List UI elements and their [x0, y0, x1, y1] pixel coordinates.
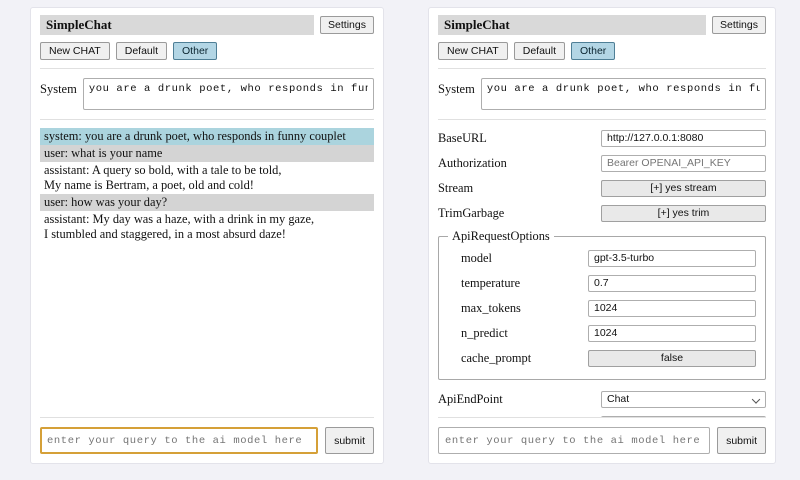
tab-default[interactable]: Default: [513, 42, 566, 60]
tab-new-chat[interactable]: New CHAT: [438, 42, 508, 60]
n-predict-input[interactable]: [588, 324, 756, 342]
chat-message-line: I stumbled and staggered, in a most absu…: [44, 227, 286, 241]
api-request-options-legend: ApiRequestOptions: [452, 229, 550, 243]
tab-bar-right: New CHAT Default Other: [438, 42, 766, 69]
chat-log: system: you are a drunk poet, who respon…: [40, 128, 374, 417]
chevron-down-icon: [753, 396, 760, 403]
stream-toggle-button[interactable]: [+] yes stream: [601, 179, 766, 197]
settings-list: BaseURL Authorization Stream [+] yes str…: [438, 128, 766, 417]
setting-label: Stream: [438, 180, 474, 195]
authorization-input[interactable]: [601, 154, 766, 172]
setting-row-stream: Stream [+] yes stream: [438, 178, 766, 198]
baseurl-input[interactable]: [601, 129, 766, 147]
settings-button[interactable]: Settings: [320, 16, 374, 34]
setting-row-n-predict: n_predict: [448, 323, 756, 343]
apiendpoint-select[interactable]: Chat: [601, 390, 766, 408]
system-prompt-row-left: System: [40, 78, 374, 120]
system-prompt-input[interactable]: [82, 78, 374, 110]
system-label: System: [40, 82, 77, 96]
setting-row-chathistoryinctxt: ChatHistoryInCtxt Last1: [438, 414, 766, 417]
setting-label: Authorization: [438, 155, 507, 170]
tab-other[interactable]: Other: [173, 42, 218, 60]
setting-row-baseurl: BaseURL: [438, 128, 766, 148]
chat-message-line: assistant: My day was a haze, with a dri…: [44, 212, 315, 226]
chat-message-line: assistant: A query so bold, with a tale …: [44, 163, 282, 177]
setting-row-apiendpoint: ApiEndPoint Chat: [438, 389, 766, 409]
setting-label: model: [461, 250, 492, 265]
chat-message-user: user: what is your name: [40, 145, 374, 162]
query-bar-left: submit: [40, 417, 374, 463]
setting-row-authorization: Authorization: [438, 153, 766, 173]
temperature-input[interactable]: [588, 274, 756, 292]
tab-bar-left: New CHAT Default Other: [40, 42, 374, 69]
setting-row-temperature: temperature: [448, 273, 756, 293]
setting-label: ApiEndPoint: [438, 391, 503, 406]
chat-message-line: system: you are a drunk poet, who respon…: [44, 129, 346, 143]
setting-label: TrimGarbage: [438, 205, 505, 220]
tab-new-chat[interactable]: New CHAT: [40, 42, 110, 60]
chat-panel: SimpleChat Settings New CHAT Default Oth…: [30, 7, 384, 464]
api-request-options-group: ApiRequestOptions model temperature max_…: [438, 229, 766, 380]
tab-default[interactable]: Default: [115, 42, 168, 60]
chat-message-line: My name is Bertram, a poet, old and cold…: [44, 178, 254, 192]
submit-button[interactable]: submit: [325, 427, 374, 454]
query-bar-right: submit: [438, 417, 766, 463]
max-tokens-input[interactable]: [588, 299, 756, 317]
query-input[interactable]: [40, 427, 319, 454]
apiendpoint-selected-value: Chat: [607, 392, 630, 405]
system-label: System: [438, 82, 475, 96]
app-title: SimpleChat: [40, 15, 315, 35]
chathistoryinctxt-select[interactable]: Last1: [601, 415, 766, 417]
setting-label: max_tokens: [461, 300, 521, 315]
app-title: SimpleChat: [438, 15, 707, 35]
trimgarbage-toggle-button[interactable]: [+] yes trim: [601, 204, 766, 222]
setting-label: BaseURL: [438, 130, 487, 145]
cache-prompt-toggle-button[interactable]: false: [588, 349, 756, 367]
setting-label: ChatHistoryInCtxt: [438, 417, 601, 418]
settings-button[interactable]: Settings: [712, 16, 766, 34]
setting-label: n_predict: [461, 325, 508, 340]
system-prompt-input[interactable]: [480, 78, 766, 110]
chat-message-line: user: what is your name: [44, 146, 163, 160]
chat-message-user: user: how was your day?: [40, 194, 374, 211]
system-prompt-row-right: System: [438, 78, 766, 120]
setting-row-model: model: [448, 248, 756, 268]
chat-message-system: system: you are a drunk poet, who respon…: [40, 128, 374, 145]
submit-button[interactable]: submit: [717, 427, 766, 454]
chat-message-line: user: how was your day?: [44, 195, 168, 209]
setting-row-max-tokens: max_tokens: [448, 298, 756, 318]
setting-label: temperature: [461, 275, 521, 290]
setting-row-trimgarbage: TrimGarbage [+] yes trim: [438, 203, 766, 223]
model-input[interactable]: [588, 249, 756, 267]
settings-panel: SimpleChat Settings New CHAT Default Oth…: [428, 7, 776, 464]
setting-row-cache-prompt: cache_prompt false: [448, 348, 756, 368]
setting-label: cache_prompt: [461, 350, 532, 365]
tab-other[interactable]: Other: [571, 42, 616, 60]
chat-message-assistant: assistant: A query so bold, with a tale …: [40, 162, 374, 194]
titlebar-right: SimpleChat Settings: [438, 15, 766, 35]
query-input[interactable]: [438, 427, 711, 454]
titlebar-left: SimpleChat Settings: [40, 15, 374, 35]
chat-message-assistant: assistant: My day was a haze, with a dri…: [40, 211, 374, 243]
